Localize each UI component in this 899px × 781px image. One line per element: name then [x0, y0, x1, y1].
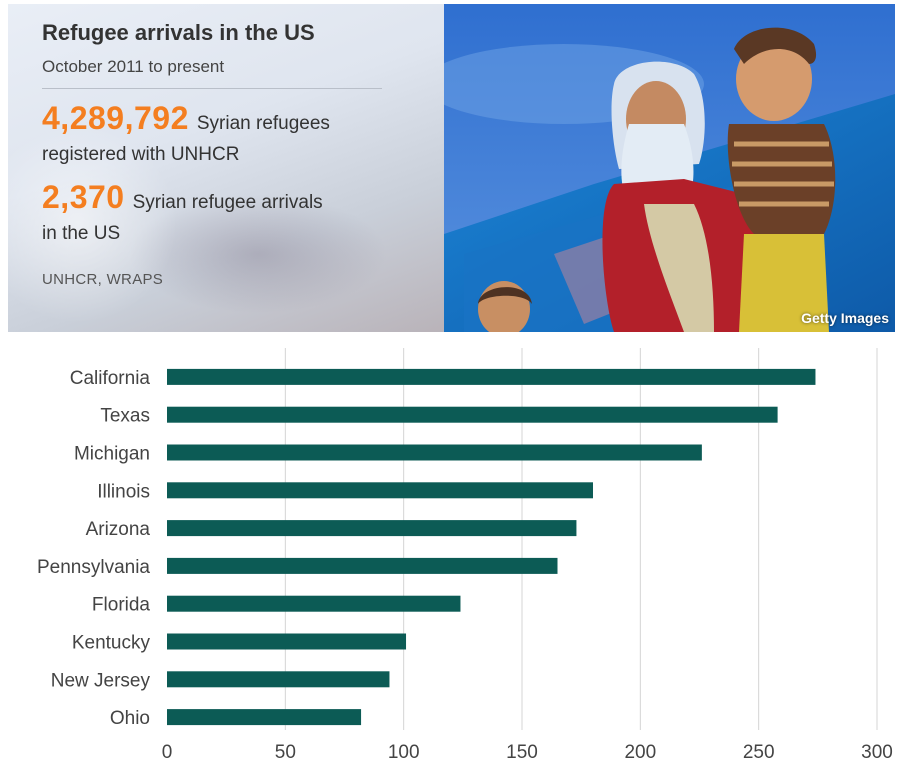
bar-california	[167, 368, 816, 385]
category-label: Texas	[100, 406, 150, 427]
category-label: New Jersey	[51, 670, 151, 691]
x-tick-label: 0	[162, 742, 173, 763]
stat-arrivals-label-2: in the US	[42, 223, 121, 244]
x-tick-label: 250	[743, 742, 775, 763]
divider	[42, 88, 382, 89]
bar-pennsylvania	[167, 557, 558, 574]
bar-michigan	[167, 444, 702, 461]
category-label: Florida	[92, 595, 151, 616]
stat-arrivals-label: Syrian refugee arrivals	[132, 192, 323, 213]
bar-chart: California Texas Michigan Illinois Arizona Pe…	[0, 340, 899, 776]
x-axis-ticks: 0 50 100 150 200 250 300	[162, 742, 893, 763]
category-label: Arizona	[86, 519, 151, 540]
category-label: Kentucky	[72, 633, 151, 654]
stat-arrivals-value: 2,370	[42, 179, 125, 215]
refugee-photo: Getty Images	[444, 4, 895, 332]
stat-registered: 4,289,792 Syrian refugees registered with…	[42, 100, 402, 170]
info-box: Refugee arrivals in the US October 2011 …	[8, 4, 444, 332]
category-label: Ohio	[110, 708, 150, 729]
x-tick-label: 100	[388, 742, 420, 763]
bars	[167, 368, 816, 726]
x-tick-label: 200	[624, 742, 656, 763]
stat-registered-value: 4,289,792	[42, 100, 189, 136]
chart-svg: California Texas Michigan Illinois Arizona Pe…	[37, 348, 893, 763]
x-tick-label: 300	[861, 742, 893, 763]
category-label: California	[70, 368, 151, 389]
page-title: Refugee arrivals in the US	[42, 20, 315, 45]
category-label: Pennsylvania	[37, 557, 150, 578]
bar-new-jersey	[167, 671, 390, 688]
bar-illinois	[167, 482, 593, 499]
category-label: Michigan	[74, 444, 150, 465]
category-labels: California Texas Michigan Illinois Arizona Pe…	[37, 368, 151, 729]
bar-florida	[167, 595, 461, 612]
photo-credit: Getty Images	[801, 310, 889, 326]
bar-arizona	[167, 520, 577, 537]
stat-registered-label-2: registered with UNHCR	[42, 144, 240, 165]
date-range: October 2011 to present	[42, 57, 225, 76]
stat-arrivals: 2,370 Syrian refugee arrivals in the US	[42, 179, 402, 249]
bar-ohio	[167, 709, 362, 726]
stat-registered-label: Syrian refugees	[196, 113, 330, 134]
header-panel: Refugee arrivals in the US October 2011 …	[0, 0, 899, 332]
bar-texas	[167, 406, 778, 423]
x-tick-label: 50	[275, 742, 296, 763]
x-tick-label: 150	[506, 742, 538, 763]
source-text: UNHCR, WRAPS	[42, 271, 164, 288]
bar-kentucky	[167, 633, 407, 650]
category-label: Illinois	[97, 481, 150, 502]
